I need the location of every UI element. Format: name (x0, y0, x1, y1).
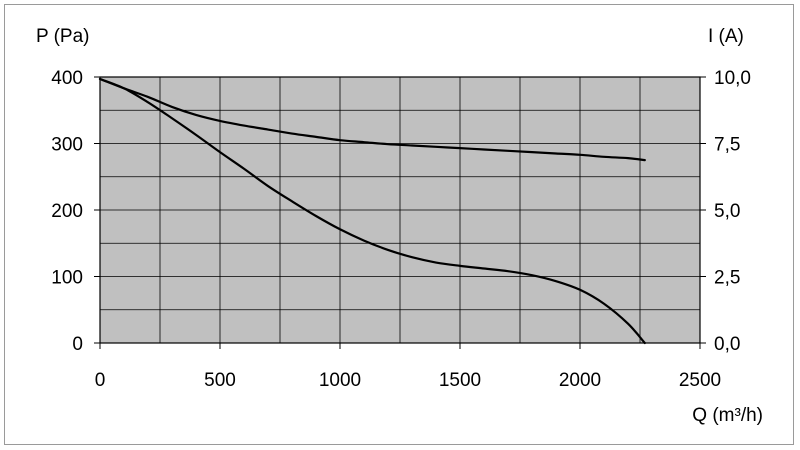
series-group (98, 77, 646, 345)
x-tick-label: 2000 (559, 370, 601, 391)
x-tick-label: 500 (204, 370, 236, 391)
y-left-tick-label: 200 (51, 201, 83, 222)
y-left-tick-label: 100 (51, 268, 83, 289)
y-left-tick-label: 0 (72, 334, 83, 355)
y-left-axis-title: P (Pa) (36, 26, 90, 47)
tick-labels: 0 500 1000 1500 2000 2500 0 100 200 300 400 0,0 2,5 5… (51, 68, 751, 391)
x-tick-label: 0 (95, 370, 106, 391)
y-right-axis-title: I (A) (708, 26, 744, 47)
x-tick-label: 1000 (319, 370, 361, 391)
series-line-pressure (98, 77, 646, 345)
axes (94, 76, 706, 349)
series-line-current (98, 77, 646, 162)
x-tick-label: 2500 (679, 370, 721, 391)
y-right-tick-label: 2,5 (714, 268, 740, 289)
x-axis-title: Q (m³/h) (692, 405, 763, 426)
y-right-tick-label: 0,0 (714, 334, 740, 355)
y-left-tick-label: 400 (51, 68, 83, 89)
y-right-tick-label: 5,0 (714, 201, 740, 222)
x-tick-label: 1500 (439, 370, 481, 391)
y-right-tick-label: 7,5 (714, 135, 740, 156)
y-left-tick-label: 300 (51, 135, 83, 156)
y-right-tick-label: 10,0 (714, 68, 751, 89)
